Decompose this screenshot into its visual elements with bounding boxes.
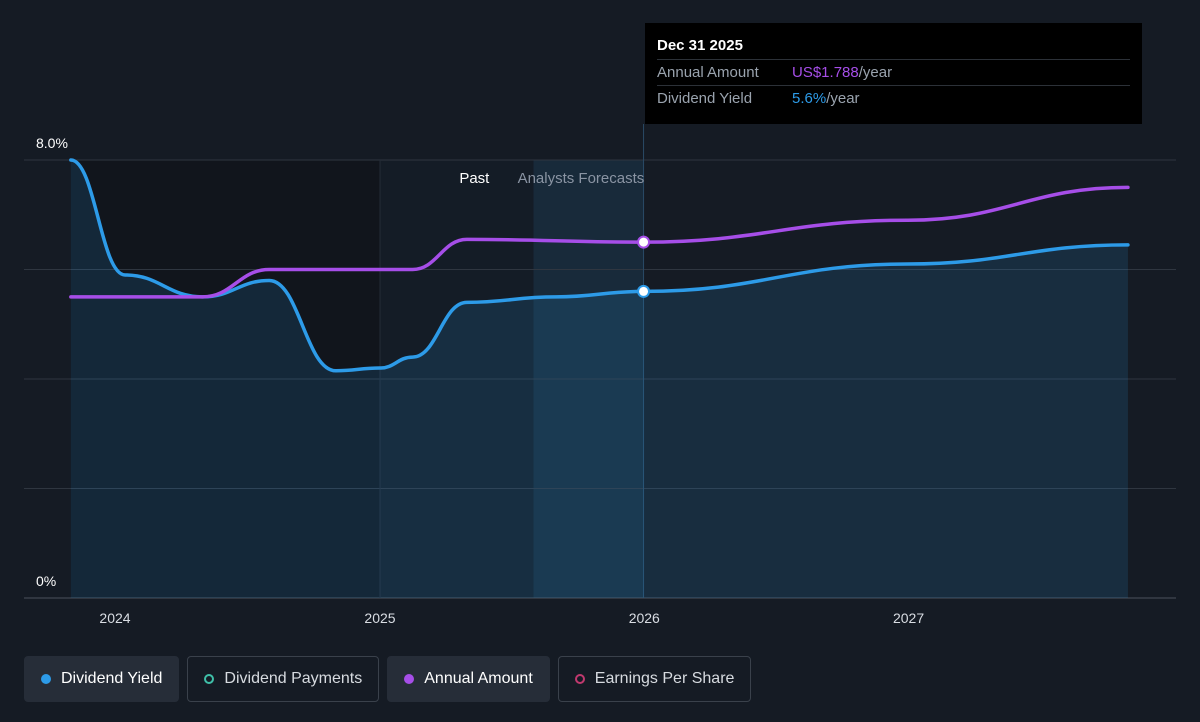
legend-label: Dividend Payments [224,670,363,687]
tooltip-date: Dec 31 2025 [657,37,743,54]
legend-dot-icon [204,674,215,684]
chart-legend: Dividend Yield Dividend Payments Annual … [24,656,752,702]
legend-annual-amount-toggle[interactable]: Annual Amount [387,656,550,702]
legend-earnings-per-share-toggle[interactable]: Earnings Per Share [557,656,752,702]
x-axis-tick-label: 2024 [99,610,130,626]
tooltip-row-dividend-yield: Dividend Yield 5.6% /year [657,85,1130,111]
tooltip-value: US$1.788 [792,64,859,81]
tooltip-label: Dividend Yield [657,90,753,107]
legend-label: Dividend Yield [61,670,163,687]
dividend-yield-highlight-point [637,284,651,298]
forecast-region-label: Analysts Forecasts [518,170,645,187]
y-axis-top-label: 8.0% [36,135,68,151]
past-region-label: Past [459,170,490,187]
legend-label: Earnings Per Share [594,670,735,687]
legend-dividend-payments-toggle[interactable]: Dividend Payments [187,656,380,702]
tooltip-unit: /year [858,64,893,81]
x-axis-tick-label: 2027 [893,610,924,626]
legend-label: Annual Amount [424,670,533,687]
chart-tooltip: Dec 31 2025 Annual Amount US$1.788 /year… [645,23,1142,124]
tooltip-value: 5.6% [792,90,827,107]
x-axis-tick-label: 2025 [364,610,395,626]
legend-dividend-yield-toggle[interactable]: Dividend Yield [24,656,180,702]
tooltip-label: Annual Amount [657,64,759,81]
legend-dot-icon [41,674,51,684]
annual-amount-highlight-point [637,235,651,249]
y-axis-bottom-label: 0% [36,573,56,589]
tooltip-unit: /year [826,90,860,107]
dividend-yield-area [70,160,1128,598]
annual-amount-line [69,185,1130,299]
dividend-chart: 8.0% 0% 2024 2025 2026 2027 Past Analysts Forec… [24,124,1176,626]
legend-dot-icon [574,674,585,684]
tooltip-row-annual-amount: Annual Amount US$1.788 /year [657,59,1130,85]
legend-dot-icon [404,674,415,684]
x-axis-tick-label: 2026 [629,610,660,626]
